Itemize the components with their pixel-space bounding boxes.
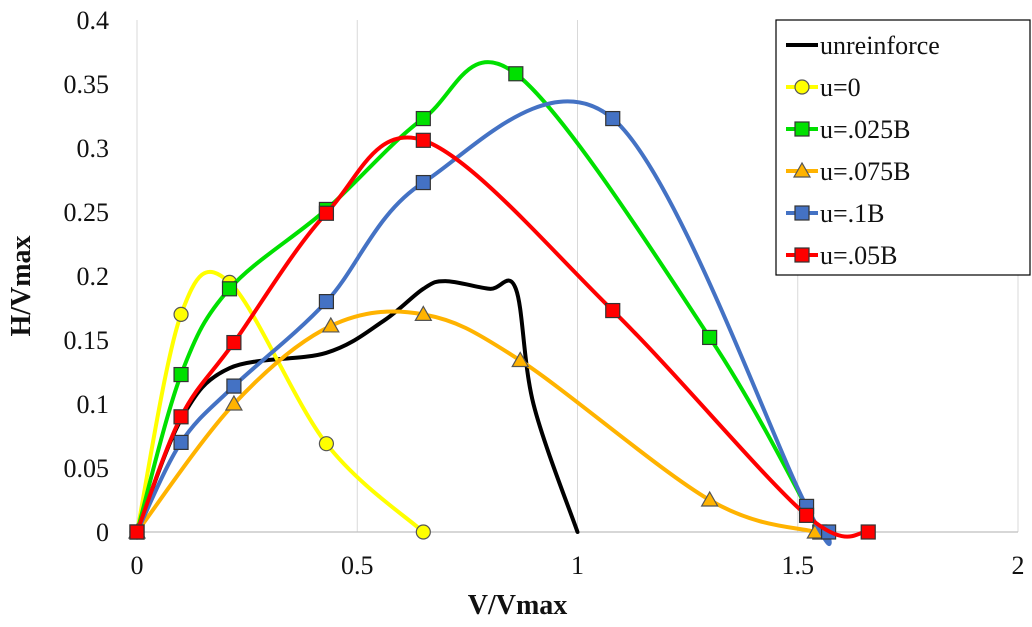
- x-axis-title: V/Vmax: [468, 590, 568, 621]
- data-point: [605, 110, 621, 127]
- data-point: [226, 334, 242, 351]
- data-point: [226, 378, 242, 394]
- y-tick-label: 0.25: [64, 198, 110, 227]
- data-point: [173, 434, 189, 450]
- series-0: [135, 278, 580, 534]
- y-tick-label: 0.15: [64, 326, 110, 355]
- data-point: [508, 66, 524, 82]
- y-tick-label: 0.1: [77, 390, 110, 419]
- legend-item: u=.075B: [786, 157, 911, 186]
- y-tick-label: 0.2: [77, 262, 110, 291]
- legend-label: unreinforce: [820, 31, 940, 60]
- y-axis-title: H/Vmax: [6, 235, 37, 336]
- legend-marker: [794, 205, 810, 221]
- legend-marker: [794, 79, 810, 95]
- legend-marker: [792, 161, 812, 178]
- plot-area: [127, 60, 876, 547]
- data-point: [318, 205, 335, 221]
- legend-label: u=.025B: [820, 115, 911, 144]
- legend-marker: [794, 121, 810, 137]
- y-tick-label: 0.3: [77, 134, 110, 163]
- data-point: [173, 409, 189, 425]
- legend: unreinforce u=0 u=.025B u=.075B u=.1B u=.05B: [775, 19, 1031, 276]
- legend-marker: [794, 247, 810, 263]
- legend-label: u=.075B: [820, 157, 911, 186]
- x-tick-label: 1: [571, 551, 584, 580]
- data-point: [702, 329, 718, 346]
- data-point: [511, 351, 530, 368]
- legend-item: u=0: [786, 73, 861, 102]
- legend-label: u=.05B: [820, 241, 898, 270]
- x-tick-label: 0.5: [341, 551, 374, 580]
- x-tick-label: 2: [1012, 551, 1025, 580]
- legend-item: u=.1B: [786, 199, 885, 228]
- data-point: [798, 507, 815, 523]
- data-point: [605, 302, 621, 319]
- data-point: [415, 132, 431, 148]
- data-point: [415, 110, 431, 127]
- series-4: [129, 99, 837, 547]
- series-line: [135, 99, 832, 547]
- legend-box: [775, 19, 1031, 276]
- legend-item: u=.025B: [786, 115, 911, 144]
- y-tick-label: 0.4: [77, 6, 110, 35]
- series-2: [129, 60, 828, 540]
- legend-label: u=.1B: [820, 199, 885, 228]
- data-point: [221, 281, 238, 297]
- data-point: [224, 394, 243, 411]
- legend-item: unreinforce: [786, 31, 940, 60]
- legend-label: u=0: [820, 73, 861, 102]
- x-tick-label: 0: [131, 551, 144, 580]
- series-line: [135, 135, 871, 539]
- y-tick-label: 0.05: [64, 454, 110, 483]
- data-point: [318, 436, 335, 452]
- series-5: [129, 132, 876, 540]
- data-point: [860, 524, 876, 540]
- y-tick-label: 0: [96, 518, 109, 547]
- series-line: [135, 278, 580, 534]
- data-point: [129, 524, 145, 540]
- y-tick-label: 0.35: [64, 70, 110, 99]
- data-point: [173, 366, 189, 383]
- data-point: [415, 524, 431, 540]
- data-point: [700, 490, 719, 507]
- axes: 0 0.5 1 1.5 2 0 0.05 0.1 0.15 0.2 0.25 0.3 0.35 0.4: [64, 6, 1025, 580]
- data-point: [318, 294, 335, 310]
- x-tick-label: 1.5: [782, 551, 815, 580]
- data-point: [414, 305, 433, 321]
- legend-item: u=.05B: [786, 241, 898, 270]
- data-point: [173, 306, 189, 322]
- data-point: [321, 316, 340, 333]
- data-point: [415, 174, 431, 191]
